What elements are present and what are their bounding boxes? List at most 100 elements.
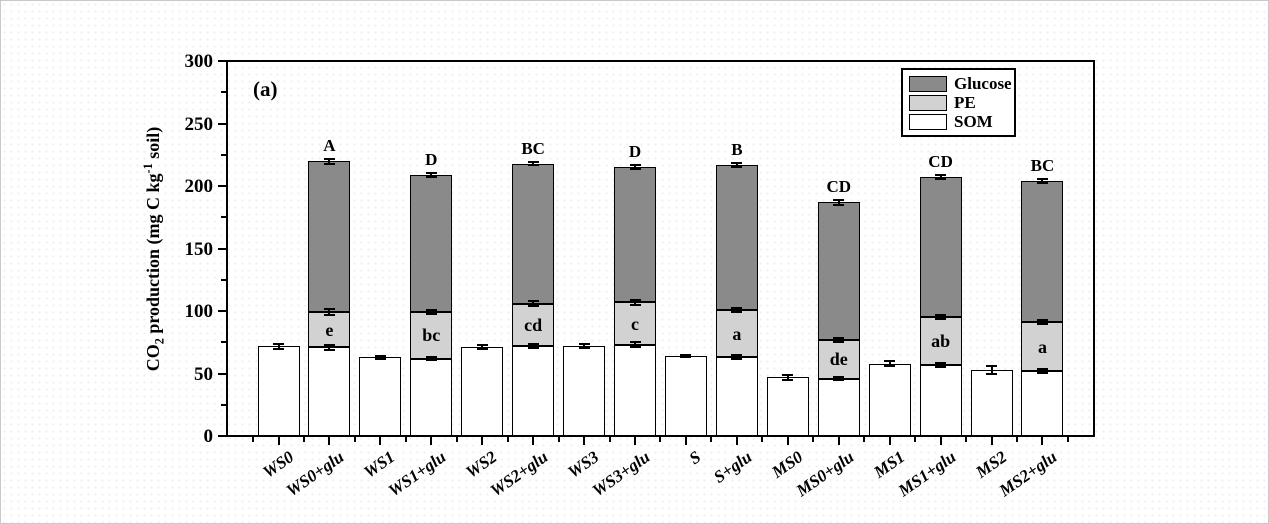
y-tick-minor: [221, 91, 226, 94]
segment-som: [868, 363, 911, 436]
error-bar-cap: [986, 372, 998, 375]
error-bar-cap: [1036, 323, 1048, 326]
x-tick-label: MS0: [768, 447, 807, 482]
bar-WS2: [461, 61, 504, 436]
segment-som: [512, 346, 555, 436]
error-bar-cap: [527, 161, 539, 164]
pe-sig-label: cd: [524, 314, 543, 335]
sig-label: D: [628, 142, 642, 162]
error-bar-cap: [986, 365, 998, 367]
y-tick-minor: [221, 216, 226, 219]
som-swatch-icon: [909, 113, 947, 130]
error-bar-line: [684, 354, 687, 358]
sig-label: D: [425, 149, 438, 169]
x-tick-label: WS1: [360, 447, 399, 482]
error-bar-cap: [935, 174, 947, 177]
y-tick-major: [218, 435, 226, 437]
segment-som: [766, 377, 809, 436]
error-bar-line: [837, 199, 840, 205]
error-bar-cap: [782, 373, 794, 376]
y-tick-major: [218, 122, 226, 125]
error-bar-line: [735, 162, 738, 167]
error-bar-cap: [731, 161, 743, 164]
sig-label: CD: [826, 176, 851, 196]
y-tick-label: 300: [184, 51, 214, 72]
error-bar-cap: [935, 361, 947, 364]
x-tick-major: [990, 437, 993, 445]
error-bar-cap: [629, 168, 641, 171]
x-tick-minor: [1015, 437, 1018, 442]
x-tick-minor: [455, 437, 458, 442]
segment-som: [1021, 371, 1064, 436]
error-bar-cap: [374, 355, 386, 357]
x-tick-minor: [302, 437, 305, 442]
y-tick-label: 200: [184, 176, 214, 197]
error-bar-cap: [935, 314, 947, 317]
error-bar-cap: [527, 300, 539, 302]
segment-som: [817, 378, 860, 436]
x-tick-minor: [404, 437, 407, 442]
error-bar-line: [837, 376, 840, 381]
error-bar-cap: [833, 203, 845, 206]
x-tick-minor: [914, 437, 917, 442]
bar-WS2+glu: cd BC: [512, 61, 555, 436]
y-title-superscript: -1: [141, 162, 156, 173]
y-tick-label: 100: [184, 301, 214, 322]
segment-som: [308, 347, 351, 436]
y-tick-label: 250: [184, 113, 214, 135]
y-title-subscript: 2: [152, 337, 167, 344]
error-bar-cap: [425, 309, 437, 312]
error-bar-cap: [476, 348, 488, 351]
pe-sig-label: ab: [931, 331, 951, 351]
error-bar-cap: [1036, 371, 1048, 374]
x-tick-major: [888, 437, 891, 445]
segment-som: [257, 346, 300, 436]
x-tick-minor: [761, 437, 764, 442]
error-bar-cap: [884, 360, 896, 362]
x-tick-label: WS2: [462, 447, 501, 482]
legend-label: Glucose: [954, 74, 1012, 93]
error-bar-cap: [323, 343, 335, 346]
x-tick-label: WS1+glu: [385, 447, 450, 501]
legend-label: SOM: [954, 112, 993, 131]
y-tick-label: 150: [184, 238, 214, 260]
y-tick-major: [218, 60, 226, 62]
error-bar-line: [328, 158, 331, 164]
segment-pe: [512, 303, 555, 346]
y-tick-minor: [221, 153, 226, 156]
error-bar-cap: [1036, 178, 1048, 181]
sig-label: A: [323, 135, 336, 155]
sig-label: B: [731, 139, 743, 159]
x-tick-major: [430, 437, 433, 445]
legend-item-glucose: Glucose: [909, 75, 1012, 92]
error-bar-cap: [833, 375, 845, 378]
error-bar-cap: [476, 344, 488, 347]
y-title-mid: production (mg C kg: [143, 172, 164, 338]
x-tick-label: MS2: [971, 447, 1010, 482]
error-bar-cap: [323, 308, 335, 311]
error-bar-line: [430, 310, 433, 315]
error-bar-cap: [629, 298, 641, 301]
pe-sig-label: a: [1037, 336, 1047, 357]
error-bar-cap: [527, 163, 539, 166]
y-axis-title: CO2 production (mg C kg-1 soil): [141, 126, 167, 371]
error-bar-line: [328, 344, 331, 350]
x-tick-minor: [1066, 437, 1069, 442]
error-bar-cap: [323, 348, 335, 351]
bar-S: [664, 61, 707, 436]
error-bar-line: [634, 342, 636, 348]
segment-glucose: [919, 177, 962, 318]
bar-MS2+glu: a BC: [1021, 61, 1064, 436]
error-bar-cap: [833, 198, 845, 201]
error-bar-cap: [629, 303, 641, 306]
glucose-swatch-icon: [909, 75, 947, 92]
segment-pe: [1021, 322, 1064, 371]
bar-MS1+glu: ab CD: [919, 61, 962, 436]
error-bar-cap: [680, 353, 692, 356]
x-tick-minor: [659, 437, 662, 442]
error-bar-cap: [731, 165, 743, 168]
error-bar-cap: [323, 314, 335, 317]
x-tick-label: S: [685, 447, 705, 469]
